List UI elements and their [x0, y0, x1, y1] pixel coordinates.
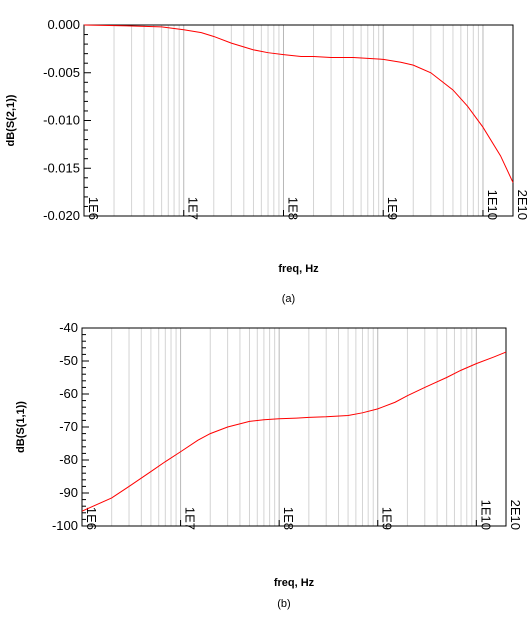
y-tick-label: -90: [59, 485, 78, 500]
series-line-0: [83, 24, 514, 183]
plot-frame: [83, 24, 514, 217]
y-tick-label: -0.015: [43, 160, 80, 175]
series-line-0: [81, 351, 507, 512]
x-tick-label: 2E10: [515, 190, 527, 220]
y-tick-label: -0.005: [43, 65, 80, 80]
y-tick-label: -70: [59, 419, 78, 434]
y-tick-label: -0.010: [43, 113, 80, 128]
y-tick-label: 0.000: [47, 17, 80, 32]
x-tick-label: 1E8: [281, 507, 296, 530]
x-tick-label: 1E9: [385, 197, 400, 220]
panel-label: (a): [282, 293, 295, 305]
y-tick-label: -40: [59, 320, 78, 335]
x-tick-label: 1E6: [84, 507, 99, 530]
x-axis-title: freq, Hz: [274, 577, 315, 589]
x-tick-label: 1E7: [186, 197, 201, 220]
panel-label: (b): [277, 598, 290, 610]
y-axis-title: dB(S(1,1)): [15, 401, 27, 453]
y-tick-label: -0.020: [43, 208, 80, 223]
x-tick-label: 1E6: [86, 197, 101, 220]
chart-panel-b: -40 -50 -60 -70 -80 -90 -100 1E6 1E7 1E8 1E9 1E10 2E…: [15, 320, 523, 610]
chart-panel-a: 0.000 -0.005 -0.010 -0.015 -0.020 1E6 1E7 1E8 1E…: [5, 17, 527, 305]
y-tick-label: -60: [59, 386, 78, 401]
y-tick-label: -50: [59, 353, 78, 368]
y-axis-title: dB(S(2,1)): [5, 94, 17, 146]
x-tick-label: 1E8: [285, 197, 300, 220]
x-tick-label: 2E10: [508, 500, 523, 530]
x-tick-label: 1E7: [183, 507, 198, 530]
x-tick-label: 1E9: [380, 507, 395, 530]
x-axis-title: freq, Hz: [278, 263, 319, 275]
y-tick-label: -80: [59, 452, 78, 467]
plot-frame: [81, 327, 507, 527]
x-tick-label: 1E10: [485, 190, 500, 220]
x-tick-label: 1E10: [478, 500, 493, 530]
y-tick-label: -100: [52, 518, 78, 533]
